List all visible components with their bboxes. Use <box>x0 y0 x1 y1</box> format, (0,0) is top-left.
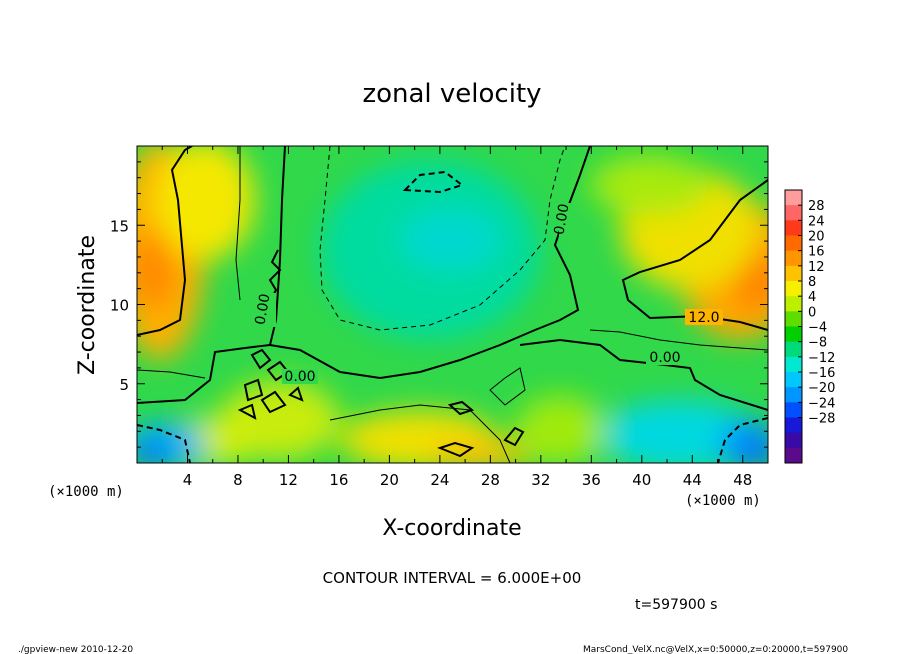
contour-closed-line <box>437 441 475 458</box>
colorbar-label: −4 <box>808 321 827 336</box>
contour-dashed-line <box>137 424 191 463</box>
x-unit-left: (×1000 m) <box>48 484 124 500</box>
colorbar-swatch <box>785 356 802 373</box>
colorbar-swatch <box>785 250 802 267</box>
contour-label: 0.00 <box>551 203 572 236</box>
colorbar-swatch <box>785 205 802 221</box>
field-blob <box>400 210 500 270</box>
x-tick-label: 48 <box>733 471 752 489</box>
x-tick-label: 12 <box>279 471 298 489</box>
x-tick-label: 32 <box>531 471 550 489</box>
colorbar-label: 12 <box>808 260 825 275</box>
x-tick-label: 36 <box>582 471 601 489</box>
x-unit-right: (×1000 m) <box>685 493 761 509</box>
contour-label: 12.0 <box>688 310 719 326</box>
contour-interval-label: CONTOUR INTERVAL = 6.000E+00 <box>323 569 582 587</box>
colorbar-label: −28 <box>808 412 835 427</box>
contour-labels: 0.00 0.00 0.00 0.00 12.0 <box>252 203 723 385</box>
colorbar-swatch <box>785 387 802 403</box>
x-tick-label: 24 <box>430 471 449 489</box>
field-blob <box>745 445 768 463</box>
colorbar-swatch <box>785 326 802 343</box>
colorbar-swatch <box>785 281 802 297</box>
colorbar-swatch <box>785 190 802 206</box>
x-tick-label: 16 <box>329 471 348 489</box>
contour-closed-line <box>503 426 525 447</box>
x-tick-label: 20 <box>380 471 399 489</box>
colorbar-label: 16 <box>808 245 825 260</box>
contour-thin-line <box>489 367 526 406</box>
colorbar-swatch <box>785 265 802 282</box>
field-blob <box>430 440 530 463</box>
colorbar-label: 20 <box>808 230 825 245</box>
colorbar-swatch <box>785 417 802 434</box>
colorbar-label: 8 <box>808 275 816 290</box>
colorbar-swatch <box>785 372 802 388</box>
contour-dashed-line <box>717 417 768 463</box>
colorbar-label: 28 <box>808 199 825 214</box>
colorbar-swatch <box>785 296 802 312</box>
y-tick-label: 5 <box>119 376 129 394</box>
colorbar-label: −20 <box>808 381 835 396</box>
contour-thin-line <box>329 404 511 463</box>
contour-zero-line <box>137 146 286 404</box>
contour-label: 0.00 <box>252 293 273 326</box>
y-axis-label: Z-coordinate <box>75 235 100 375</box>
x-tick-label: 44 <box>683 471 702 489</box>
contour-label: 0.00 <box>649 350 680 366</box>
colorbar-label: −8 <box>808 336 827 351</box>
x-tick-label: 28 <box>481 471 500 489</box>
contour-thin-line <box>235 146 241 301</box>
chart-title: zonal velocity <box>362 79 541 109</box>
contour-dashed-line <box>319 146 566 331</box>
field-blob <box>590 155 710 215</box>
field-blob <box>137 230 177 310</box>
footer-left: ./gpview-new 2010-12-20 <box>18 645 133 654</box>
footer-right: MarsCond_VelX.nc@VelX,x=0:50000,z=0:2000… <box>583 645 848 654</box>
field-blob <box>515 395 605 463</box>
time-label: t=597900 s <box>635 597 717 613</box>
colorbar-label: 0 <box>808 305 816 320</box>
contour-label: 0.00 <box>284 369 315 385</box>
contour-thin-line <box>137 369 206 379</box>
colorbar-swatch <box>785 235 802 252</box>
y-tick-label: 10 <box>110 297 129 315</box>
colorbar-swatch <box>785 432 802 449</box>
contour-thin-line <box>589 329 768 351</box>
colorbar-label: −16 <box>808 366 835 381</box>
colorbar-swatch <box>785 341 802 358</box>
colorbar-swatch <box>785 402 802 418</box>
colorbar-swatch <box>785 311 802 327</box>
heatmap-field <box>137 146 768 463</box>
x-tick-label: 8 <box>233 471 243 489</box>
y-axis-ticks: 5 10 15 <box>110 161 768 448</box>
x-tick-label: 4 <box>183 471 193 489</box>
colorbar-swatch <box>785 220 802 236</box>
y-tick-label: 15 <box>110 217 129 235</box>
contour-closed-line <box>447 400 475 416</box>
colorbar-swatch <box>785 447 802 464</box>
x-tick-label: 40 <box>632 471 651 489</box>
contour-twelve-line <box>137 146 193 336</box>
x-axis-ticks: 4 8 12 16 20 24 28 32 36 40 44 48 <box>161 146 752 489</box>
colorbar-label: 24 <box>808 214 825 229</box>
field-blob <box>600 400 760 463</box>
field-blob <box>137 443 170 463</box>
colorbar-label: −24 <box>808 396 835 411</box>
colorbar-label: −12 <box>808 351 835 366</box>
x-axis-label: X-coordinate <box>382 516 521 541</box>
colorbar-label: 4 <box>808 290 816 305</box>
